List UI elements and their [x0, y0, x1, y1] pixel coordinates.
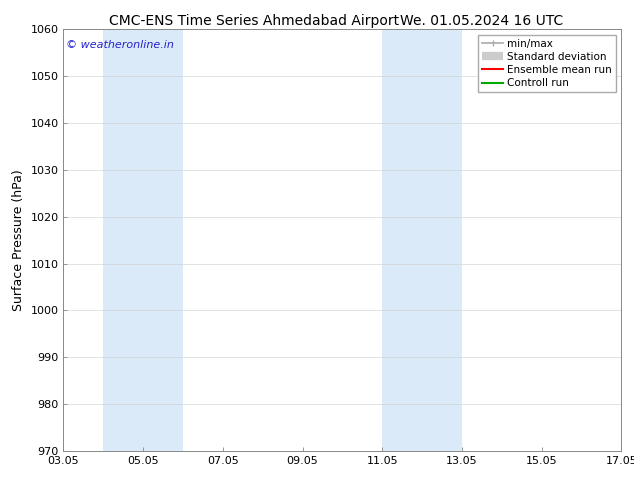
Bar — [382, 29, 462, 451]
Text: We. 01.05.2024 16 UTC: We. 01.05.2024 16 UTC — [400, 14, 564, 28]
Bar — [103, 29, 183, 451]
Text: © weatheronline.in: © weatheronline.in — [66, 40, 174, 50]
Y-axis label: Surface Pressure (hPa): Surface Pressure (hPa) — [12, 169, 25, 311]
Text: CMC-ENS Time Series Ahmedabad Airport: CMC-ENS Time Series Ahmedabad Airport — [108, 14, 399, 28]
Legend: min/max, Standard deviation, Ensemble mean run, Controll run: min/max, Standard deviation, Ensemble me… — [478, 35, 616, 92]
